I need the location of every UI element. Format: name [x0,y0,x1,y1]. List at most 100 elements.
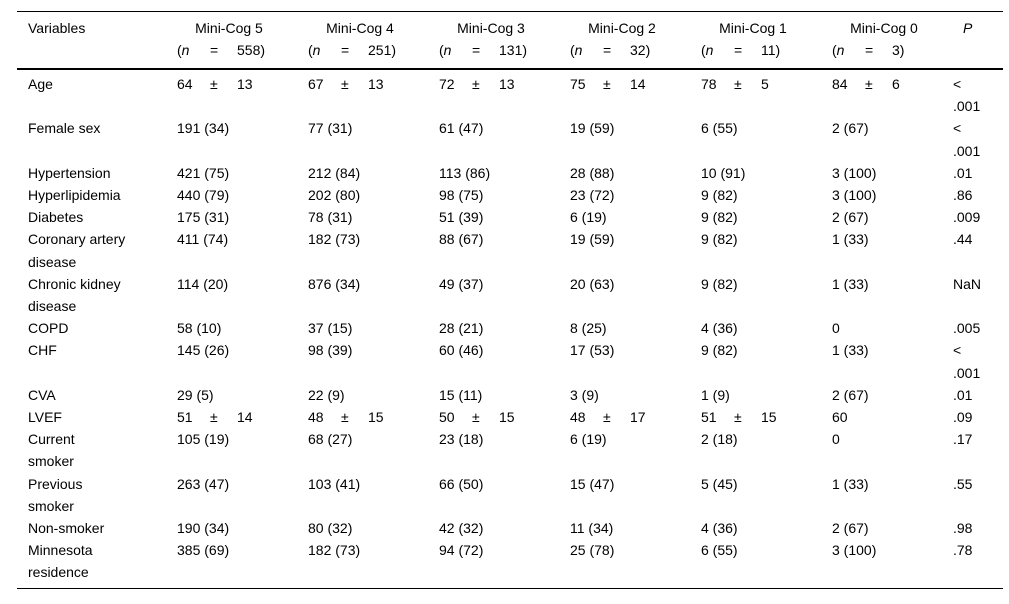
p-value: .98 [953,520,973,537]
n-open: (n [177,42,190,58]
sd-value: 15 [761,409,777,426]
cell-value: 2 (67) [832,520,869,537]
p-value: .01 [953,164,973,181]
cell-value: 15 (47) [570,475,615,492]
p-value: .44 [953,231,973,248]
table-row: Chronic kidney disease 114 (20) 876 (34) 49 … [17,273,1003,317]
table-row: COPD 58 (10) 37 (15) 28 (21) 8 (25) 4 (36) 0 .0… [17,317,1003,339]
n-open: (n [439,42,452,58]
cell-value: 80 (32) [308,520,353,537]
group-title: Mini-Cog 2 [588,20,656,36]
row-variable-label: CVA [17,384,177,406]
variable-label-line: Age [28,76,53,92]
column-header-mini-cog-1: Mini-Cog 1 (n = 11) [701,11,832,70]
group-n-count: (n = 11) [701,39,805,61]
group-n-count: (n = 558) [177,39,281,61]
table-row: Coronary artery disease 411 (74) 182 (73) 88… [17,228,1003,272]
mean-value: 51 [701,409,717,426]
cell-value: 1 (33) [832,275,869,292]
p-value: .009 [953,209,981,226]
cell-value: 876 (34) [308,275,361,292]
cell-value: 9 (82) [701,187,738,204]
n-open: (n [308,42,321,58]
variable-label-line: smoker [28,453,74,470]
table-row: Current smoker 105 (19) 68 (27) 23 (18) 6 (19… [17,428,1003,472]
column-header-mini-cog-5: Mini-Cog 5 (n = 558) [177,11,308,70]
table-body: Age 64 ± 13 67 ± 13 72 ± 13 75 ± 14 78 ±… [17,69,1003,588]
plus-minus-symbol: ± [603,76,611,92]
cell-value: 4 (36) [701,520,738,537]
group-title: Mini-Cog 3 [457,20,525,36]
row-variable-label: Current smoker [17,428,177,472]
cell-mean-sd: 67 ± 13 [308,69,439,117]
mean-value: 50 [439,409,455,426]
header-row: Variables Mini-Cog 5 (n = 558) Mini-Cog … [17,11,1003,70]
cell-value: 68 (27) [308,431,353,448]
cell-value: 0 [832,431,840,448]
cell-value: 19 (59) [570,231,615,248]
table-row: CHF 145 (26) 98 (39) 60 (46) 17 (53) 9 (82) 1 … [17,339,1003,383]
cell-value: 3 (100) [832,187,877,204]
n-value: 32) [630,42,651,58]
group-n-count: (n = 251) [308,39,412,61]
cell-value: 8 (25) [570,320,607,337]
cell-value: 61 (47) [439,120,484,137]
sd-value: 15 [368,409,384,426]
cell-value: 9 (82) [701,209,738,226]
n-open: (n [701,42,714,58]
group-n-count: (n = 131) [439,39,543,61]
plus-minus-symbol: ± [734,409,742,426]
cell-value: 1 (33) [832,475,869,492]
mean-sd-value: 84 ± 6 [832,73,928,95]
mean-sd-value: 75 ± 14 [570,73,666,95]
sd-value: 14 [630,76,646,92]
group-title: Mini-Cog 0 [850,20,918,36]
mean-value: 48 [308,409,324,426]
cell-value: 3 (9) [570,386,599,403]
cell-mean-sd: 64 ± 13 [177,69,308,117]
cell-value: 411 (74) [177,231,229,248]
cell-value: 98 (39) [308,342,353,359]
row-variable-label: Chronic kidney disease [17,273,177,317]
table-header: Variables Mini-Cog 5 (n = 558) Mini-Cog … [17,11,1003,70]
variable-label-line: Coronary artery [28,231,126,248]
table-row: Female sex 191 (34) 77 (31) 61 (47) 19 (59) 6… [17,117,1003,161]
n-equals: = [341,42,350,58]
row-variable-label: Minnesota residence [17,539,177,588]
cell-value: 0 [832,320,840,337]
cell-value: 58 (10) [177,320,222,337]
group-n-count: (n = 3) [832,39,936,61]
variable-label-line: Diabetes [28,209,84,226]
plus-minus-symbol: ± [865,76,873,92]
plus-minus-symbol: ± [603,409,611,426]
cell-mean-sd: 50 ± 15 [439,406,570,428]
column-header-p: P [953,11,1003,70]
n-equals: = [865,42,874,58]
cell-value: 6 (19) [570,431,607,448]
n-open: (n [832,42,845,58]
variable-label-line: Current [28,431,75,448]
row-variable-label: Female sex [17,117,177,161]
cell-value: 78 (31) [308,209,353,226]
cell-value: 182 (73) [308,231,361,248]
cell-value: 9 (82) [701,342,738,359]
row-variable-label: Diabetes [17,206,177,228]
mean-value: 51 [177,409,193,426]
sd-value: 13 [499,76,515,92]
cell-mean-sd: 48 ± 17 [570,406,701,428]
variable-label-line: Previous [28,475,83,492]
p-value: < .001 [953,342,981,381]
p-value: .17 [953,431,973,448]
p-value: .55 [953,475,973,492]
mean-sd-value: 48 ± 15 [308,406,404,428]
mean-value: 84 [832,76,848,92]
cell-value: 114 (20) [177,275,229,292]
cell-value: 263 (47) [177,475,230,492]
variable-label-line: Hyperlipidemia [28,187,121,204]
cell-value: 9 (82) [701,275,738,292]
group-header: Mini-Cog 5 (n = 558) [177,17,281,61]
p-value: .86 [953,187,973,204]
mean-sd-value: 64 ± 13 [177,73,273,95]
cell-value: 28 (88) [570,164,615,181]
column-header-mini-cog-2: Mini-Cog 2 (n = 32) [570,11,701,70]
